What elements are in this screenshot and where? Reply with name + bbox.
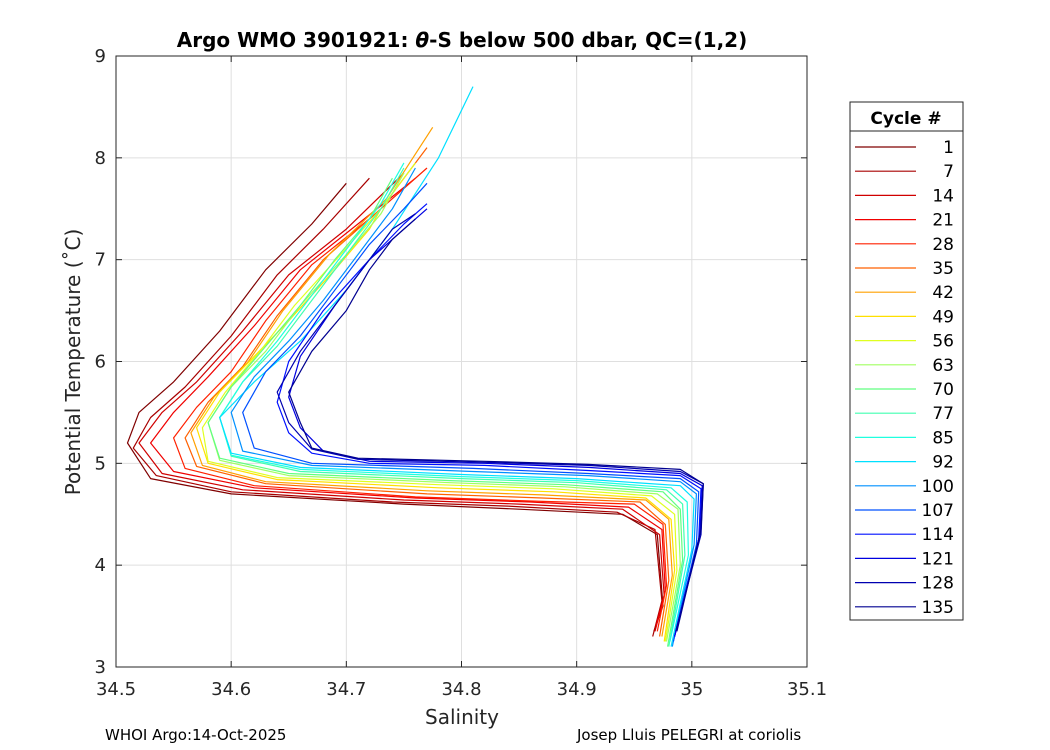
series-line-114 xyxy=(276,203,702,637)
x-axis-label: Salinity xyxy=(425,705,499,729)
series-line-135 xyxy=(288,218,704,632)
legend-label-128: 128 xyxy=(922,574,954,594)
legend-label-70: 70 xyxy=(932,380,954,400)
footer-right: Josep Lluis PELEGRI at coriolis xyxy=(577,726,802,744)
axis-ticks: 34.5 34.6 34.7 34.8 34.9 35 35.1 3 4 5 6 7 8 9 xyxy=(95,46,827,700)
series-line-77 xyxy=(219,167,686,647)
legend-label-92: 92 xyxy=(932,453,954,473)
series-line-49 xyxy=(196,208,676,642)
legend-label-107: 107 xyxy=(922,501,954,521)
legend-label-63: 63 xyxy=(932,356,954,376)
legend-label-77: 77 xyxy=(932,404,954,424)
legend-label-35: 35 xyxy=(932,259,954,279)
series-line-107 xyxy=(242,182,700,642)
series-line-63 xyxy=(207,172,681,642)
y-tick-label: 3 xyxy=(95,657,106,678)
y-tick-label: 4 xyxy=(95,555,106,576)
series-lines xyxy=(126,86,704,647)
series-line-21 xyxy=(150,177,666,627)
y-tick-label: 9 xyxy=(95,46,106,67)
y-tick-label: 7 xyxy=(95,250,106,271)
y-axis-label: Potential Temperature (˚C) xyxy=(61,229,85,496)
legend: Cycle # 1 7 14 21 28 35 42 49 56 63 70 77 85 92 100 107… xyxy=(849,101,964,621)
legend-label-100: 100 xyxy=(922,477,954,497)
footer-left: WHOI Argo:14-Oct-2025 xyxy=(105,726,287,744)
chart-title: Argo WMO 3901921: θ-S below 500 dbar, QC… xyxy=(177,28,747,52)
legend-label-49: 49 xyxy=(932,307,954,327)
legend-label-14: 14 xyxy=(932,186,954,206)
x-tick-label: 35 xyxy=(680,679,703,700)
series-line-92 xyxy=(219,86,695,647)
legend-title: Cycle # xyxy=(870,109,941,129)
legend-label-135: 135 xyxy=(922,598,954,618)
legend-label-7: 7 xyxy=(943,162,954,182)
series-line-70 xyxy=(207,177,684,647)
x-tick-label: 34.8 xyxy=(441,679,481,700)
series-line-56 xyxy=(201,162,678,642)
series-line-7 xyxy=(132,177,663,637)
series-line-28 xyxy=(173,167,668,632)
legend-label-114: 114 xyxy=(922,525,954,545)
series-line-85 xyxy=(219,162,690,642)
x-tick-label: 35.1 xyxy=(787,679,827,700)
x-tick-label: 34.7 xyxy=(326,679,366,700)
legend-label-56: 56 xyxy=(932,332,954,352)
legend-label-28: 28 xyxy=(932,235,954,255)
series-line-121 xyxy=(288,208,703,637)
series-line-1 xyxy=(126,182,664,632)
y-tick-label: 6 xyxy=(95,352,106,373)
legend-label-42: 42 xyxy=(932,283,954,303)
legend-label-21: 21 xyxy=(932,211,954,231)
x-tick-label: 34.9 xyxy=(557,679,597,700)
legend-label-85: 85 xyxy=(932,428,954,448)
x-tick-label: 34.5 xyxy=(96,679,136,700)
y-tick-label: 5 xyxy=(95,453,106,474)
grid xyxy=(115,55,808,668)
legend-label-1: 1 xyxy=(943,138,954,158)
series-line-14 xyxy=(138,172,665,632)
series-line-100 xyxy=(230,167,698,647)
x-tick-label: 34.6 xyxy=(211,679,251,700)
series-line-42 xyxy=(190,126,673,637)
legend-label-121: 121 xyxy=(922,549,954,569)
y-tick-label: 8 xyxy=(95,148,106,169)
series-line-35 xyxy=(184,147,670,637)
